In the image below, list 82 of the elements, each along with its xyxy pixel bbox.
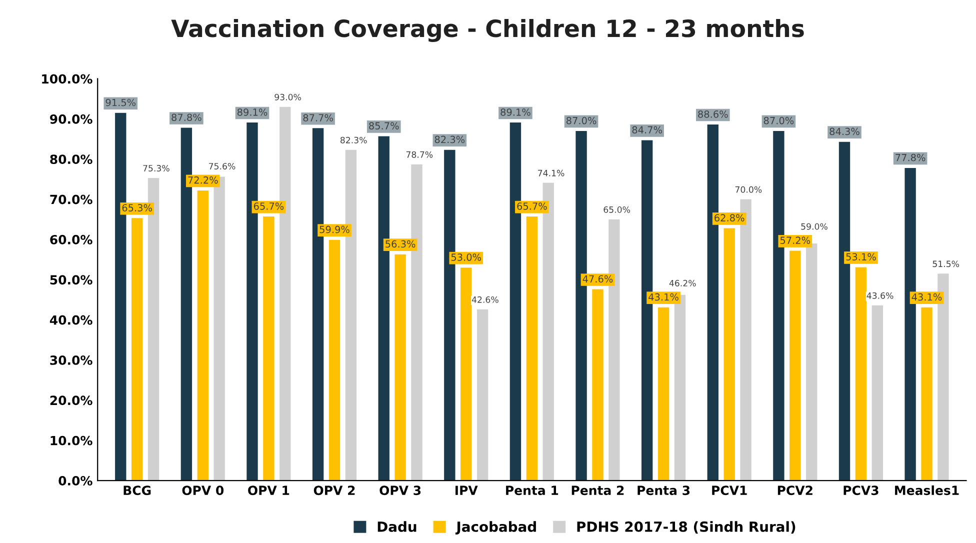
x-tick-label: BCG	[124, 486, 151, 496]
y-tick-label: 30.0%	[50, 355, 92, 365]
bar	[131, 218, 143, 481]
x-tick-label: OPV 2	[314, 486, 355, 496]
x-tick-label: OPV 3	[380, 486, 421, 496]
bar	[394, 254, 406, 481]
bar	[790, 250, 801, 481]
data-label: 74.1%	[538, 170, 564, 176]
bar	[724, 228, 735, 481]
data-label: 43.6%	[866, 292, 894, 299]
data-label: 75.6%	[209, 162, 236, 170]
data-label: 89.1%	[237, 108, 268, 116]
x-tick-label: Measles1	[895, 485, 959, 496]
legend-label: Dadu	[378, 521, 416, 532]
bar	[921, 307, 932, 481]
data-label: 51.5%	[932, 260, 960, 268]
data-label: 87.0%	[566, 116, 596, 124]
y-tick-label: 70.0%	[50, 194, 92, 204]
data-label: 84.3%	[830, 128, 860, 136]
data-label: 82.3%	[434, 136, 465, 144]
data-label: 78.7%	[406, 151, 433, 158]
data-label: 47.6%	[582, 275, 613, 283]
bar	[328, 240, 340, 481]
data-label: 59.9%	[320, 226, 350, 234]
data-label: 70.0%	[735, 186, 762, 193]
bar	[872, 305, 883, 481]
bar	[658, 307, 670, 481]
x-tick-label: PCV3	[844, 486, 878, 496]
bar	[476, 309, 488, 481]
y-tick-label: 100.0%	[42, 74, 92, 84]
data-label: 87.0%	[764, 116, 794, 124]
data-label: 43.1%	[648, 293, 678, 301]
y-tick-label: 80.0%	[50, 154, 92, 164]
x-tick-label: Penta 1	[506, 486, 558, 496]
data-label: 65.7%	[517, 202, 547, 210]
x-tick-label: PCV1	[712, 486, 747, 496]
y-tick-label: 60.0%	[50, 234, 92, 244]
y-tick-label: 90.0%	[50, 114, 92, 124]
data-label: 91.5%	[106, 98, 136, 106]
bar	[855, 267, 867, 481]
legend-label: Jacobabad	[455, 521, 536, 535]
data-label: 93.0%	[274, 94, 301, 100]
x-tick-label: IPV	[456, 486, 478, 495]
data-label: 87.8%	[172, 114, 202, 122]
data-label: 85.7%	[369, 122, 399, 130]
data-label: 42.6%	[472, 296, 498, 303]
x-tick-label: OPV 1	[248, 486, 290, 496]
data-label: 89.1%	[500, 108, 530, 116]
data-label: 57.2%	[780, 236, 810, 244]
data-label: 46.2%	[669, 280, 696, 286]
bar	[592, 289, 604, 481]
data-label: 62.8%	[714, 214, 744, 222]
data-label: 72.2%	[188, 176, 218, 184]
data-label: 59.0%	[801, 223, 828, 230]
bar	[460, 268, 472, 481]
y-tick-label: 0.0%	[58, 476, 92, 486]
bar	[263, 216, 274, 481]
data-label: 53.0%	[451, 254, 482, 261]
data-label: 77.8%	[896, 154, 926, 162]
data-label: 84.7%	[632, 126, 662, 134]
data-label: 88.6%	[698, 110, 728, 118]
data-label: 87.7%	[303, 114, 333, 122]
data-label: 56.3%	[386, 240, 416, 248]
x-tick-label: PCV2	[778, 486, 812, 496]
legend-label: PDHS 2017-18 (Sindh Rural)	[577, 521, 796, 534]
bar	[526, 216, 538, 481]
y-tick-label: 50.0%	[50, 275, 92, 285]
data-label: 53.1%	[846, 253, 876, 260]
y-tick-label: 40.0%	[50, 315, 92, 325]
x-tick-label: OPV 0	[182, 486, 224, 496]
data-label: 65.7%	[254, 202, 284, 210]
x-tick-label: Penta 2	[572, 486, 624, 496]
data-label: 43.1%	[912, 293, 942, 301]
chart-title: Vaccination Coverage - Children 12 - 23 months	[171, 19, 804, 42]
data-label: 65.0%	[604, 206, 630, 213]
y-tick-label: 10.0%	[50, 436, 92, 446]
data-label: 82.3%	[340, 136, 367, 144]
data-label: 75.3%	[143, 164, 170, 172]
y-tick-label: 20.0%	[50, 396, 92, 406]
bar	[197, 190, 208, 481]
x-tick-label: Penta 3	[638, 486, 690, 496]
data-label: 65.3%	[122, 204, 152, 212]
